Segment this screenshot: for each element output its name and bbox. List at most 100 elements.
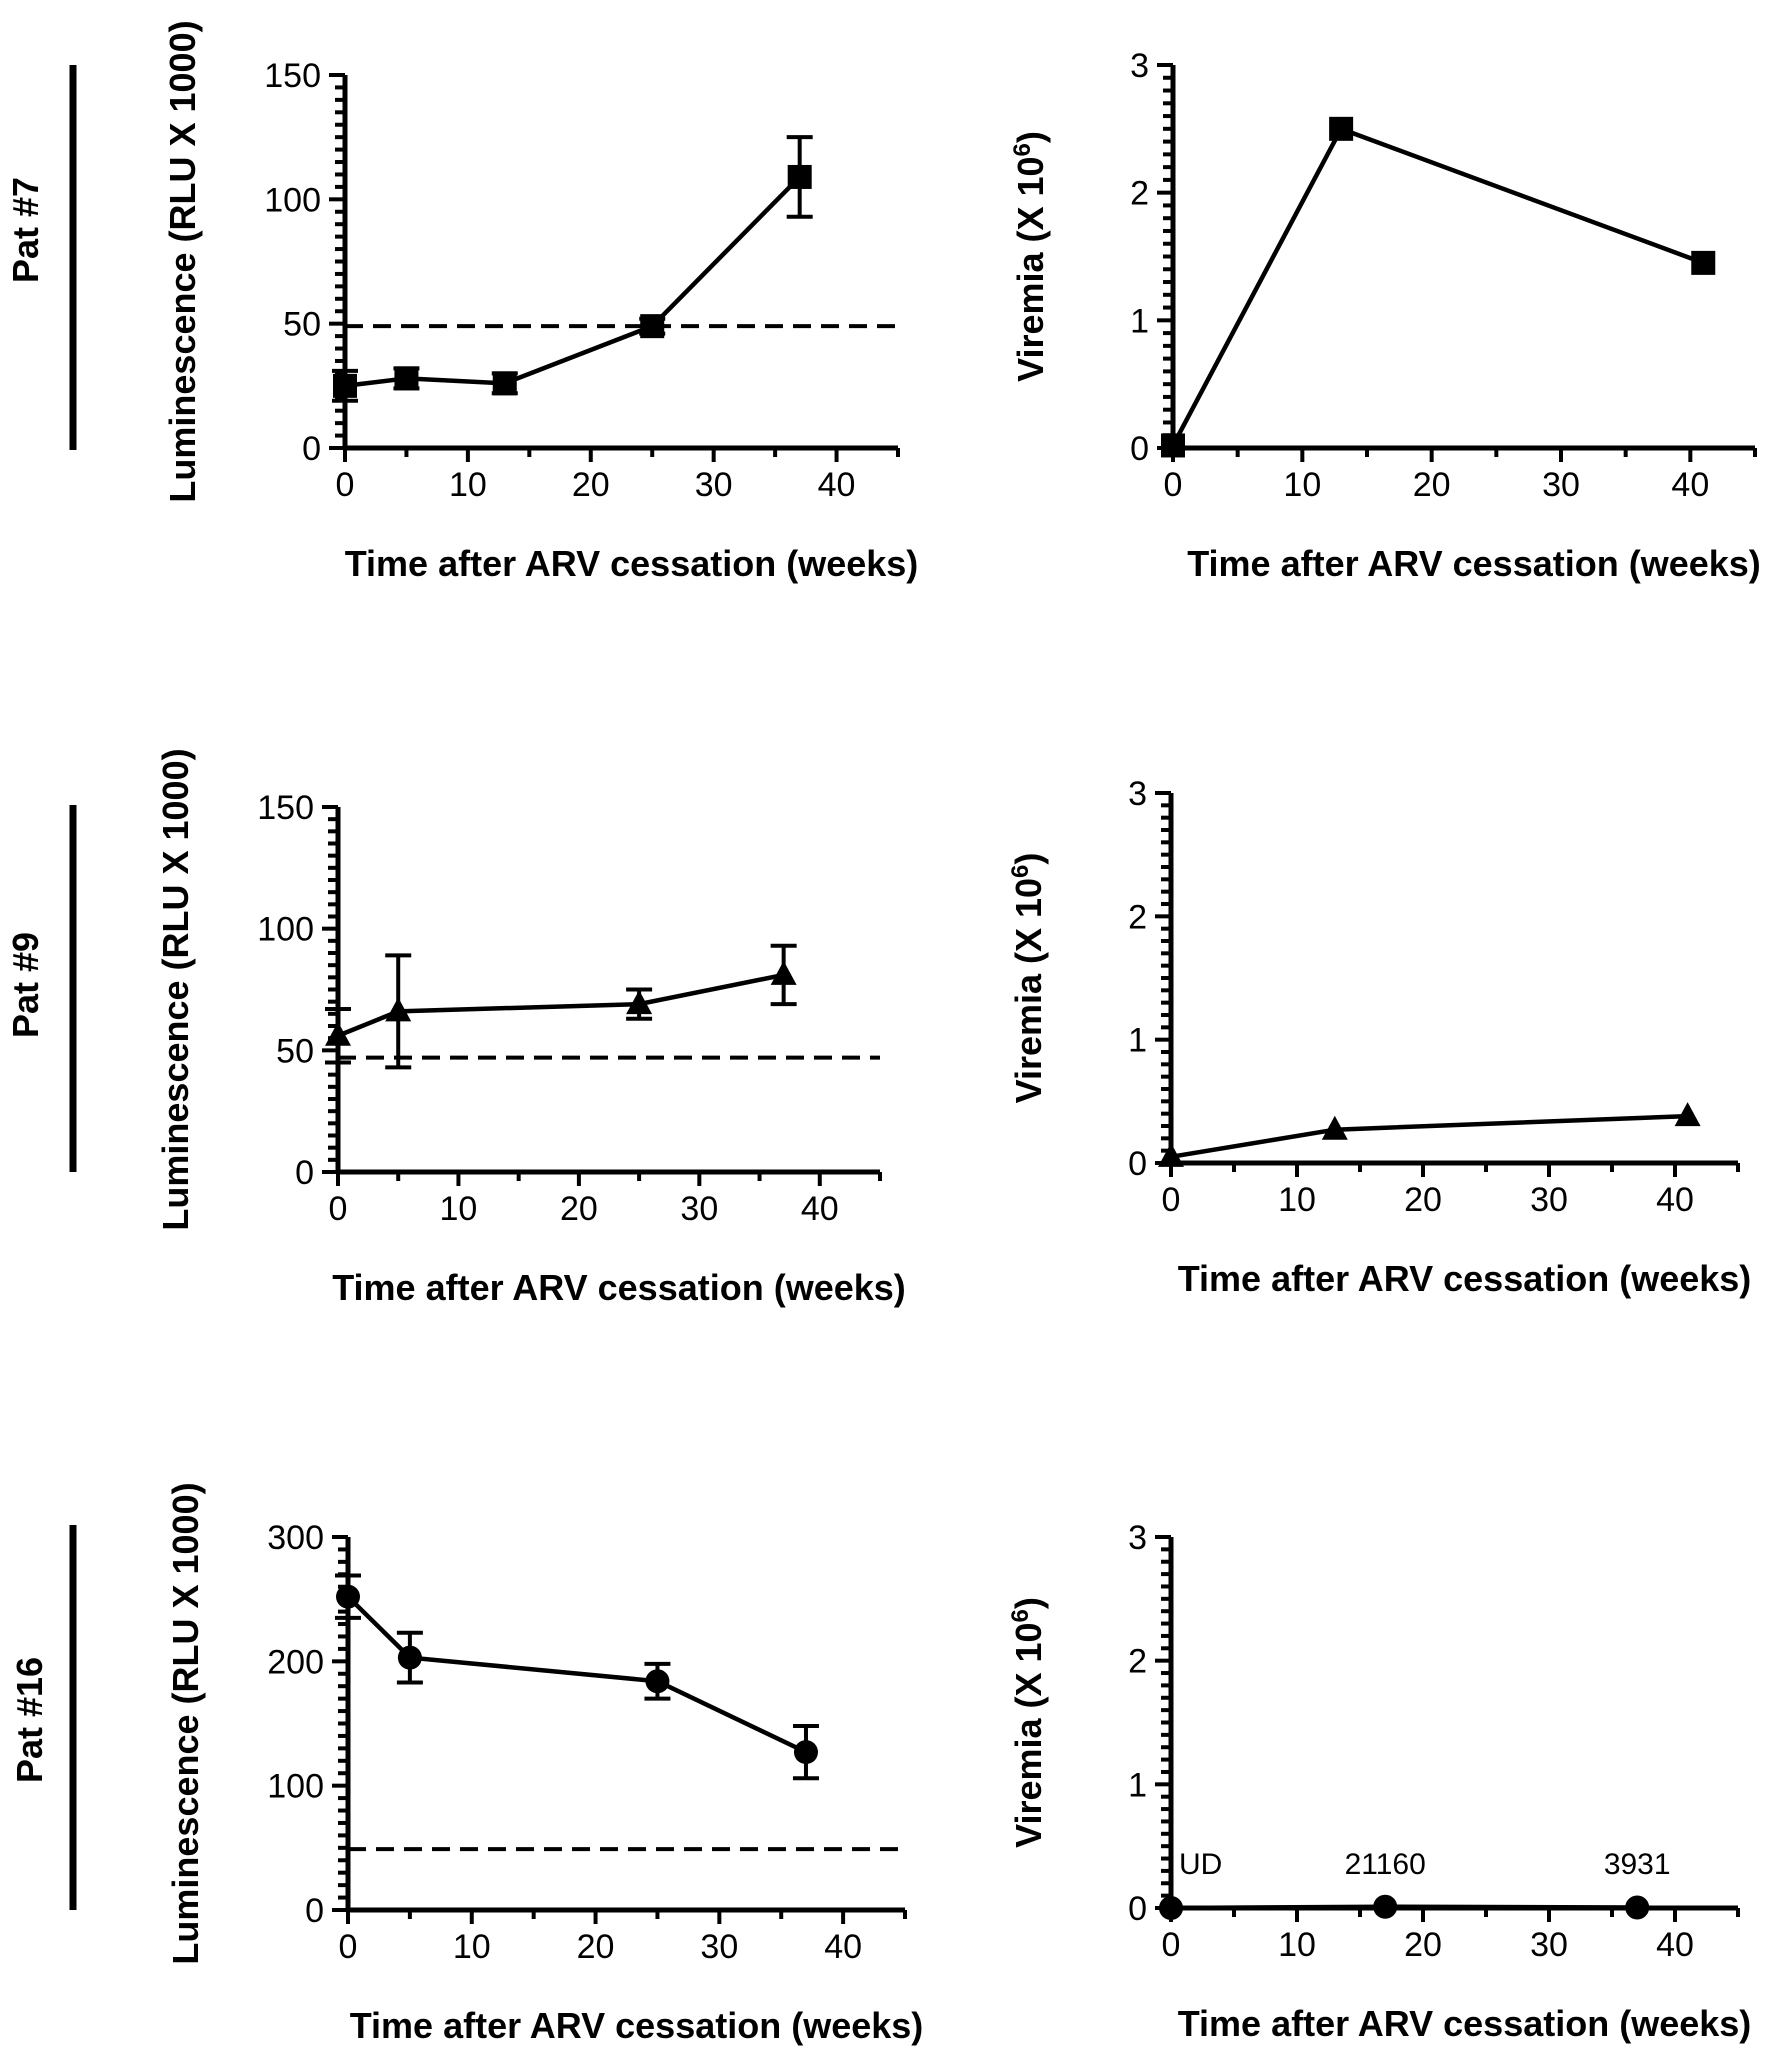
y-axis-title: Viremia (X 106): [1009, 131, 1052, 382]
y-tick-label: 100: [267, 1768, 324, 1806]
x-tick-label: 20: [1404, 1181, 1442, 1219]
row-label: Pat #7: [5, 177, 46, 283]
x-tick-label: 10: [449, 466, 487, 504]
data-point-square: [640, 314, 665, 339]
y-tick-label: 1: [1128, 1766, 1147, 1804]
data-point-circle: [1625, 1895, 1650, 1920]
y-tick-label: 0: [302, 430, 321, 468]
x-axis-title: Time after ARV cessation (weeks): [1178, 1258, 1752, 1299]
x-tick-label: 0: [329, 1190, 348, 1228]
data-point-square: [492, 371, 517, 396]
x-tick-label: 40: [818, 466, 856, 504]
y-tick-label: 1: [1130, 302, 1149, 340]
x-tick-label: 0: [1162, 1181, 1181, 1219]
x-tick-label: 40: [1671, 466, 1709, 504]
y-tick-label: 2: [1130, 175, 1149, 213]
x-tick-label: 40: [824, 1928, 862, 1966]
y-axis-title-superscript: 6: [1007, 1609, 1034, 1622]
y-tick-label: 0: [305, 1892, 324, 1930]
data-point-circle: [397, 1645, 422, 1670]
series-line: [344, 175, 802, 389]
point-annotation: 21160: [1345, 1848, 1426, 1881]
chart-pat16-viremia: 0 10 20 30 40 0 1 2 3 Time after ARV cessation (w…: [1007, 1519, 1752, 2044]
x-tick-label: 40: [1656, 1926, 1694, 1964]
row-label: Pat #16: [9, 1657, 50, 1783]
y-tick-label: 0: [1128, 1890, 1147, 1928]
x-tick-label: 0: [339, 1928, 358, 1966]
row-label: Pat #9: [5, 932, 46, 1038]
y-tick-label: 1: [1128, 1022, 1147, 1060]
y-tick-label: 0: [295, 1154, 314, 1192]
chart-pat9-luminescence: 0 10 20 30 40 0 50 100 150 Time after ARV cessati…: [155, 748, 906, 1308]
x-tick-label: 20: [572, 466, 610, 504]
x-tick-label: 10: [440, 1190, 478, 1228]
data-point-square: [1691, 250, 1716, 275]
series-line: [346, 1595, 807, 1755]
x-tick-label: 10: [1278, 1926, 1316, 1964]
y-tick-label: 3: [1128, 775, 1147, 813]
x-tick-label: 20: [560, 1190, 598, 1228]
data-point-square: [787, 164, 812, 189]
y-tick-label: 2: [1128, 1643, 1147, 1681]
x-axis-title: Time after ARV cessation (weeks): [1187, 543, 1761, 584]
data-point-square: [1161, 433, 1185, 458]
y-axis-title-superscript: 6: [1007, 865, 1034, 878]
y-axis-title: Viremia (X 106): [1007, 853, 1050, 1104]
x-tick-label: 0: [336, 466, 355, 504]
row-pat9: Pat #9: [5, 805, 77, 1172]
point-annotation: UD: [1179, 1848, 1222, 1881]
data-point-triangle: [1321, 1115, 1348, 1140]
series-line: [1171, 126, 1705, 447]
x-tick-label: 0: [1164, 466, 1183, 504]
chart-pat16-luminescence: 0 10 20 30 40 0 100 200 300 Time after ARV cessat…: [165, 1482, 923, 2046]
y-tick-label: 300: [267, 1519, 324, 1557]
point-annotation: 3931: [1604, 1848, 1671, 1881]
y-axis-title: Luminescence (RLU X 1000): [155, 748, 196, 1230]
y-tick-label: 150: [257, 789, 314, 827]
data-point-circle: [1159, 1896, 1183, 1920]
chart-pat9-viremia: 0 10 20 30 40 0 1 2 3 Time after ARV cessation (w…: [1007, 775, 1752, 1299]
series-line: [1170, 1904, 1638, 1911]
row-pat16: Pat #16: [9, 1525, 77, 1910]
y-tick-label: 0: [1128, 1145, 1147, 1183]
x-axis-title: Time after ARV cessation (weeks): [332, 1267, 906, 1308]
y-axis-title: Viremia (X 106): [1007, 1597, 1050, 1848]
x-axis-title: Time after ARV cessation (weeks): [350, 2005, 924, 2046]
y-tick-label: 3: [1128, 1519, 1147, 1557]
y-axis-title-end: ): [1008, 853, 1049, 865]
data-point-square: [394, 366, 419, 391]
x-axis-title: Time after ARV cessation (weeks): [1178, 2003, 1752, 2044]
x-tick-label: 30: [1530, 1181, 1568, 1219]
data-point-circle: [336, 1584, 360, 1609]
x-tick-label: 40: [1656, 1181, 1694, 1219]
x-tick-label: 30: [1542, 466, 1580, 504]
data-point-triangle: [1674, 1102, 1701, 1127]
y-tick-label: 150: [264, 57, 321, 95]
data-point-triangle: [325, 1021, 351, 1046]
y-axis-title-end: ): [1008, 1597, 1049, 1609]
x-tick-label: 20: [1404, 1926, 1442, 1964]
chart-pat7-viremia: 0 10 20 30 40 0 1 2 3 Time after ARV cessation (w…: [1009, 47, 1761, 584]
y-axis-title-end: ): [1010, 131, 1051, 143]
x-tick-label: 30: [1530, 1926, 1568, 1964]
x-tick-label: 30: [700, 1928, 738, 1966]
x-tick-label: 10: [1278, 1181, 1316, 1219]
row-pat7: Pat #7: [5, 65, 77, 450]
x-tick-label: 30: [695, 466, 733, 504]
x-tick-label: 40: [801, 1190, 839, 1228]
y-tick-label: 100: [257, 911, 314, 949]
y-tick-label: 200: [267, 1643, 324, 1681]
x-axis-title: Time after ARV cessation (weeks): [345, 543, 919, 584]
y-tick-label: 50: [276, 1032, 314, 1070]
data-point-circle: [645, 1669, 670, 1694]
y-axis-title: Luminescence (RLU X 1000): [165, 1482, 206, 1964]
x-tick-label: 20: [577, 1928, 615, 1966]
data-point-square: [1329, 116, 1354, 141]
y-tick-label: 3: [1130, 47, 1149, 85]
y-tick-label: 2: [1128, 898, 1147, 936]
series-line: [1170, 1113, 1688, 1160]
x-tick-label: 20: [1413, 466, 1451, 504]
y-axis-title-superscript: 6: [1009, 143, 1036, 156]
data-point-circle: [1373, 1894, 1398, 1919]
